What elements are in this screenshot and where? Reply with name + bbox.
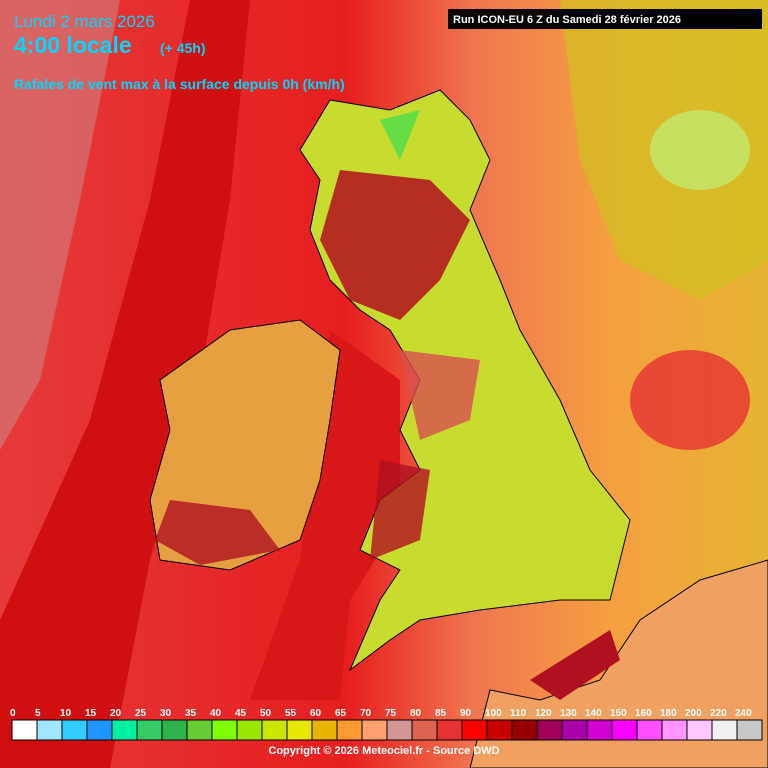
legend-tick-label: 220 — [710, 708, 727, 719]
run-box — [448, 9, 762, 29]
legend-swatch — [261, 719, 288, 741]
legend-swatch — [286, 719, 313, 741]
legend-tick-label: 15 — [85, 708, 97, 719]
legend-swatch — [186, 719, 213, 741]
legend-swatch — [586, 719, 613, 741]
legend-tick-label: 100 — [485, 708, 502, 719]
parameter: Rafales de vent max à la surface depuis … — [14, 76, 345, 92]
legend-tick-label: 50 — [260, 708, 272, 719]
legend-swatch — [661, 719, 688, 741]
legend-swatch — [136, 719, 163, 741]
legend-tick-label: 35 — [185, 708, 197, 719]
wind-band — [630, 350, 750, 450]
legend-swatch — [561, 719, 588, 741]
highland-gusts — [320, 170, 470, 320]
legend-swatch — [461, 719, 488, 741]
legend-swatch — [386, 719, 413, 741]
channel-gusts — [530, 630, 620, 700]
legend-swatch — [86, 719, 113, 741]
legend-swatch — [61, 719, 88, 741]
legend-tick-label: 85 — [435, 708, 447, 719]
legend-swatch — [211, 719, 238, 741]
legend-tick-label: 200 — [685, 708, 702, 719]
legend-swatch — [336, 719, 363, 741]
legend-swatch — [11, 719, 38, 741]
legend-tick-label: 90 — [460, 708, 472, 719]
legend-swatch — [111, 719, 138, 741]
legend-swatch — [636, 719, 663, 741]
calm-area — [380, 110, 420, 160]
wales-gusts — [370, 460, 430, 560]
ireland-gusts — [155, 500, 280, 565]
legend-swatch — [361, 719, 388, 741]
legend-swatch — [311, 719, 338, 741]
legend-tick-label: 140 — [585, 708, 602, 719]
legend-swatch — [161, 719, 188, 741]
legend-tick-label: 5 — [35, 708, 41, 719]
time: 4:00 locale — [14, 32, 132, 58]
wind-band — [0, 0, 250, 768]
legend-swatch — [36, 719, 63, 741]
legend-tick-label: 110 — [510, 708, 527, 719]
legend-tick-label: 160 — [635, 708, 652, 719]
date: Lundi 2 mars 2026 — [14, 12, 155, 31]
legend-tick-label: 75 — [385, 708, 397, 719]
legend-tick-label: 120 — [535, 708, 552, 719]
legend-swatch — [536, 719, 563, 741]
wind-band — [650, 110, 750, 190]
legend-tick-label: 65 — [335, 708, 347, 719]
legend-tick-label: 55 — [285, 708, 297, 719]
irish-sea — [250, 330, 400, 700]
legend-tick-label: 40 — [210, 708, 222, 719]
legend-tick-label: 180 — [660, 708, 677, 719]
legend-swatch — [486, 719, 513, 741]
copyright: Copyright © 2026 Meteociel.fr - Source D… — [268, 745, 499, 757]
legend-tick-label: 10 — [60, 708, 72, 719]
legend-swatch — [436, 719, 463, 741]
legend-swatch — [411, 719, 438, 741]
legend-tick-label: 240 — [735, 708, 752, 719]
legend-swatch — [736, 719, 763, 741]
lead-time: (+ 45h) — [160, 40, 206, 56]
legend-tick-label: 0 — [10, 708, 16, 719]
legend-swatch — [611, 719, 638, 741]
legend-tick-label: 70 — [360, 708, 372, 719]
legend-tick-label: 150 — [610, 708, 627, 719]
legend-swatch — [511, 719, 538, 741]
legend: 0 5 10 15 20 25 30 35 40 45 50 55 60 65 70 75 80 85 90 100 1… — [10, 708, 763, 741]
wind-band — [0, 0, 120, 450]
legend-swatch — [236, 719, 263, 741]
upland-gusts — [400, 350, 480, 440]
legend-tick-label: 30 — [160, 708, 172, 719]
legend-swatch — [686, 719, 713, 741]
legend-swatch — [711, 719, 738, 741]
legend-tick-label: 20 — [110, 708, 122, 719]
run: Run ICON-EU 6 Z du Samedi 28 février 202… — [453, 14, 681, 26]
legend-tick-label: 130 — [560, 708, 577, 719]
continent — [469, 559, 768, 768]
legend-tick-label: 45 — [235, 708, 247, 719]
legend-tick-label: 80 — [410, 708, 422, 719]
legend-tick-label: 25 — [135, 708, 147, 719]
legend-tick-label: 60 — [310, 708, 322, 719]
